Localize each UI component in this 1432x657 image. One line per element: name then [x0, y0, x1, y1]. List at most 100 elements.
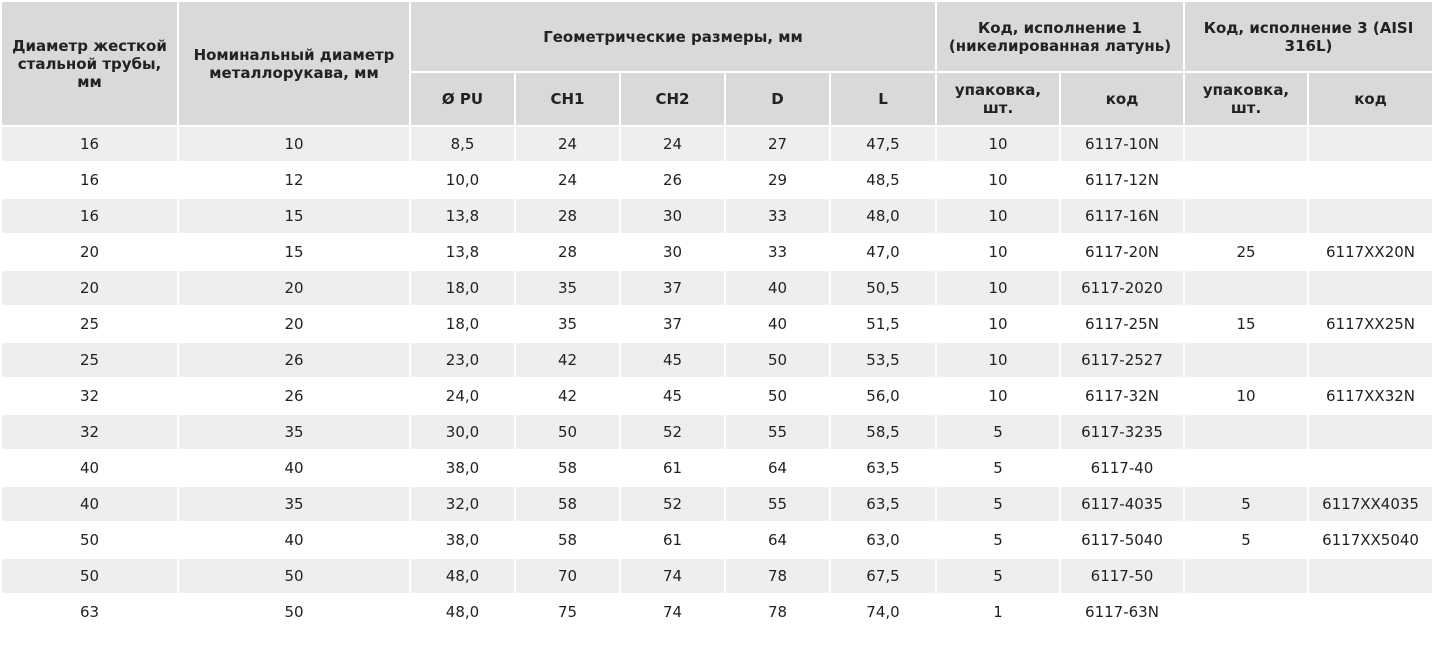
- cell-ch2: 61: [619, 449, 726, 487]
- cell-ch2: 52: [619, 413, 726, 451]
- cell-ch2: 30: [619, 233, 726, 271]
- cell-l: 67,5: [829, 557, 937, 595]
- cell-d: 33: [724, 197, 831, 235]
- cell-pack-exec1: 10: [935, 269, 1061, 307]
- table-row: 16 10 8,5 24 24 27 47,5 10 6117-10N: [0, 125, 1432, 163]
- cell-ch1: 42: [514, 341, 621, 379]
- cell-pu-diameter: 30,0: [409, 413, 516, 451]
- cell-pu-diameter: 32,0: [409, 485, 516, 523]
- cell-pu-diameter: 18,0: [409, 305, 516, 343]
- cell-d: 64: [724, 521, 831, 559]
- cell-l: 63,5: [829, 449, 937, 487]
- cell-nominal-diameter: 12: [177, 161, 411, 199]
- header-code-exec3: код: [1307, 71, 1432, 127]
- table-row: 32 26 24,0 42 45 50 56,0 10 6117-32N 10 6117XX32N: [0, 377, 1432, 415]
- product-spec-table: Диаметр жесткой стальной трубы, мм Номин…: [0, 0, 1432, 631]
- cell-code-exec3: [1307, 593, 1432, 631]
- cell-pack-exec1: 5: [935, 413, 1061, 451]
- cell-pack-exec1: 5: [935, 557, 1061, 595]
- cell-pack-exec3: [1183, 269, 1310, 307]
- cell-ch2: 37: [619, 269, 726, 307]
- cell-ch1: 35: [514, 269, 621, 307]
- cell-ch1: 28: [514, 197, 621, 235]
- cell-rigid-pipe-diameter: 16: [0, 161, 179, 199]
- cell-pu-diameter: 23,0: [409, 341, 516, 379]
- cell-pu-diameter: 38,0: [409, 449, 516, 487]
- cell-l: 63,0: [829, 521, 937, 559]
- cell-code-exec3: [1307, 125, 1432, 163]
- cell-ch1: 58: [514, 449, 621, 487]
- table-row: 20 20 18,0 35 37 40 50,5 10 6117-2020: [0, 269, 1432, 307]
- cell-code-exec1: 6117-4035: [1058, 485, 1186, 523]
- cell-d: 40: [724, 305, 831, 343]
- table-row: 25 26 23,0 42 45 50 53,5 10 6117-2527: [0, 341, 1432, 379]
- cell-ch2: 61: [619, 521, 726, 559]
- cell-pack-exec3: [1183, 341, 1310, 379]
- cell-d: 78: [724, 557, 831, 595]
- cell-ch1: 42: [514, 377, 621, 415]
- cell-pack-exec3: 5: [1183, 521, 1310, 559]
- cell-pu-diameter: 48,0: [409, 593, 516, 631]
- cell-pack-exec3: [1183, 197, 1310, 235]
- cell-pack-exec1: 1: [935, 593, 1061, 631]
- cell-nominal-diameter: 26: [177, 377, 411, 415]
- cell-l: 48,0: [829, 197, 937, 235]
- cell-ch1: 24: [514, 161, 621, 199]
- cell-pack-exec1: 10: [935, 125, 1061, 163]
- cell-code-exec3: [1307, 413, 1432, 451]
- cell-pack-exec1: 10: [935, 341, 1061, 379]
- cell-pu-diameter: 13,8: [409, 197, 516, 235]
- cell-nominal-diameter: 20: [177, 269, 411, 307]
- cell-nominal-diameter: 26: [177, 341, 411, 379]
- cell-ch1: 58: [514, 485, 621, 523]
- cell-l: 74,0: [829, 593, 937, 631]
- table-row: 50 50 48,0 70 74 78 67,5 5 6117-50: [0, 557, 1432, 595]
- cell-nominal-diameter: 35: [177, 413, 411, 451]
- cell-pu-diameter: 48,0: [409, 557, 516, 595]
- cell-code-exec3: 6117XX20N: [1307, 233, 1432, 271]
- cell-ch2: 30: [619, 197, 726, 235]
- cell-pack-exec3: [1183, 413, 1310, 451]
- cell-nominal-diameter: 40: [177, 449, 411, 487]
- header-geometric-dimensions: Геометрические размеры, мм: [409, 0, 937, 73]
- cell-nominal-diameter: 50: [177, 557, 411, 595]
- cell-l: 53,5: [829, 341, 937, 379]
- header-ch1: CH1: [514, 71, 621, 127]
- header-nominal-hose-diameter: Номинальный диаметр металлорукава, мм: [177, 0, 411, 127]
- cell-l: 48,5: [829, 161, 937, 199]
- cell-ch2: 74: [619, 557, 726, 595]
- header-code-execution-3: Код, исполнение 3 (AISI 316L): [1183, 0, 1432, 73]
- cell-ch2: 45: [619, 341, 726, 379]
- cell-code-exec3: [1307, 161, 1432, 199]
- cell-rigid-pipe-diameter: 32: [0, 377, 179, 415]
- cell-rigid-pipe-diameter: 50: [0, 557, 179, 595]
- cell-l: 58,5: [829, 413, 937, 451]
- cell-rigid-pipe-diameter: 50: [0, 521, 179, 559]
- cell-pack-exec3: [1183, 557, 1310, 595]
- cell-d: 64: [724, 449, 831, 487]
- cell-ch1: 58: [514, 521, 621, 559]
- header-ch2: CH2: [619, 71, 726, 127]
- cell-pack-exec1: 5: [935, 485, 1061, 523]
- cell-d: 78: [724, 593, 831, 631]
- cell-pack-exec3: [1183, 449, 1310, 487]
- table-header: Диаметр жесткой стальной трубы, мм Номин…: [0, 0, 1432, 127]
- cell-code-exec3: 6117XX32N: [1307, 377, 1432, 415]
- cell-code-exec1: 6117-20N: [1058, 233, 1186, 271]
- header-rigid-pipe-diameter: Диаметр жесткой стальной трубы, мм: [0, 0, 179, 127]
- cell-code-exec1: 6117-40: [1058, 449, 1186, 487]
- cell-code-exec1: 6117-2020: [1058, 269, 1186, 307]
- cell-ch1: 50: [514, 413, 621, 451]
- cell-pack-exec1: 10: [935, 305, 1061, 343]
- header-pu-diameter: Ø PU: [409, 71, 516, 127]
- cell-pack-exec1: 5: [935, 521, 1061, 559]
- cell-l: 47,0: [829, 233, 937, 271]
- cell-nominal-diameter: 15: [177, 197, 411, 235]
- cell-pack-exec1: 10: [935, 161, 1061, 199]
- cell-rigid-pipe-diameter: 25: [0, 305, 179, 343]
- cell-pu-diameter: 38,0: [409, 521, 516, 559]
- table-row: 16 12 10,0 24 26 29 48,5 10 6117-12N: [0, 161, 1432, 199]
- cell-ch1: 35: [514, 305, 621, 343]
- cell-pu-diameter: 8,5: [409, 125, 516, 163]
- header-d: D: [724, 71, 831, 127]
